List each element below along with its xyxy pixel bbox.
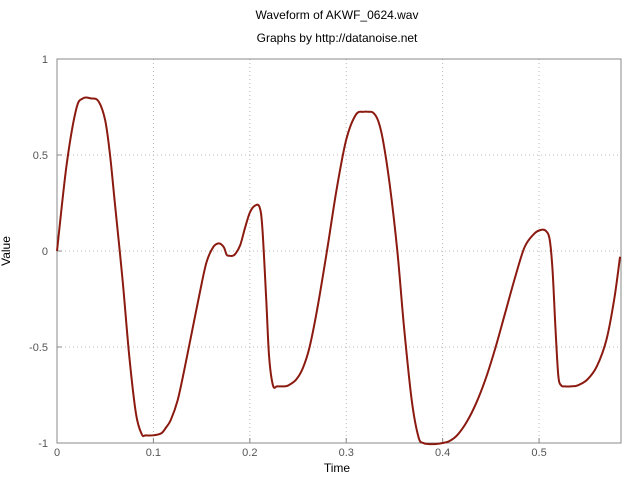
- chart-title: Waveform of AKWF_0624.wav: [256, 8, 419, 22]
- chart-subtitle: Graphs by http://datanoise.net: [257, 31, 418, 45]
- x-tick-label: 0.4: [435, 447, 450, 459]
- y-tick-label: 0: [42, 246, 48, 258]
- x-tick-label: 0: [54, 447, 60, 459]
- x-tick-label: 0.1: [146, 447, 161, 459]
- y-tick-label: -0.5: [29, 342, 48, 354]
- x-tick-label: 0.5: [531, 447, 546, 459]
- series-group: [56, 96, 622, 446]
- x-tick-label: 0.3: [339, 447, 354, 459]
- waveform-line: [56, 96, 622, 446]
- y-tick-label: -1: [38, 438, 48, 450]
- x-axis-label: Time: [324, 461, 351, 475]
- x-tick-label: 0.2: [242, 447, 257, 459]
- y-tick-label: 0.5: [33, 150, 48, 162]
- y-axis-label: Value: [0, 236, 13, 266]
- axis-ticks: 0 0.1 0.2 0.3 0.4 0.5 -1 -0.5 0 0.5 1: [29, 54, 547, 459]
- grid-lines: [57, 59, 621, 443]
- y-tick-label: 1: [42, 54, 48, 66]
